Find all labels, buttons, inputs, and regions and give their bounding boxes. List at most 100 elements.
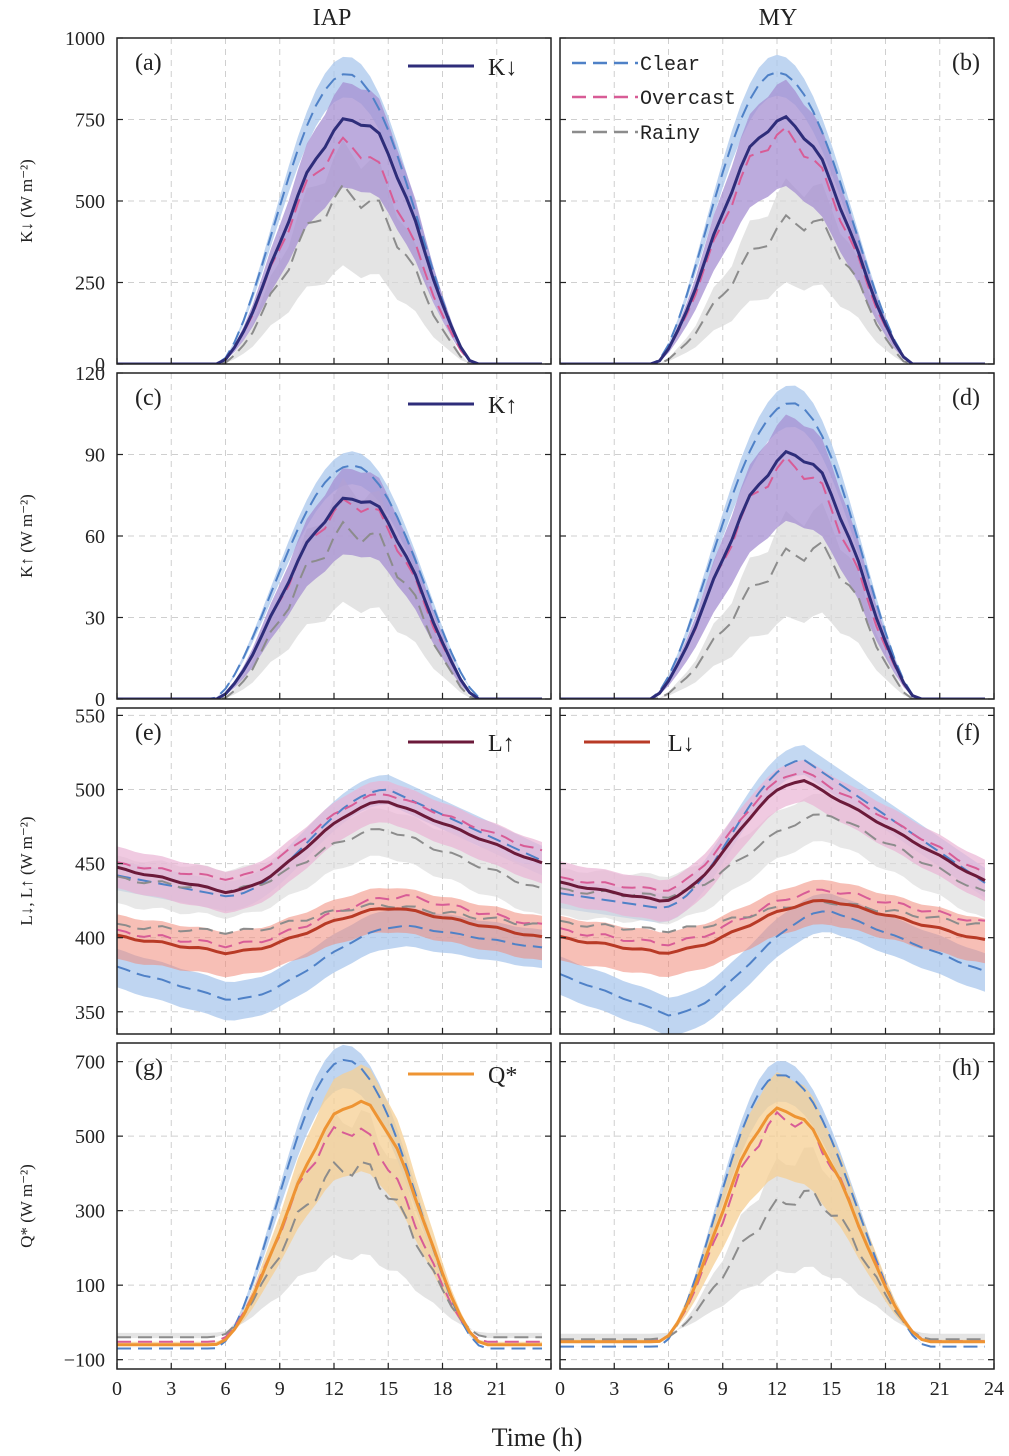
band-mean: [117, 82, 542, 364]
series-rainy: [117, 1160, 542, 1339]
y-tick-label: 60: [85, 526, 105, 548]
series-ldown: [560, 898, 986, 955]
y-tick-label: 400: [75, 928, 105, 950]
y-tick-label: 0: [95, 689, 105, 711]
series-lw-2: [117, 792, 543, 881]
x-axis-label: Time (h): [492, 1423, 583, 1452]
plot-area: [117, 38, 551, 364]
band-rainy: [560, 1147, 985, 1341]
legend-label-rainy: Rainy: [640, 123, 700, 146]
plot-area: [117, 373, 551, 699]
series-clear: [560, 71, 985, 364]
x-tick-label: 0: [112, 1378, 122, 1400]
x-tick-label: 18: [876, 1378, 896, 1400]
col-title-iap: IAP: [313, 5, 352, 31]
series-lw-3: [117, 894, 543, 949]
x-tick-label: 3: [166, 1378, 176, 1400]
series-lw-1: [117, 924, 543, 1001]
x-tick-label: 9: [275, 1378, 285, 1400]
y-tick-label: 700: [75, 1052, 105, 1074]
series-lw-2: [560, 770, 986, 892]
panel-label: (d): [952, 385, 980, 411]
y-tick-label: 0: [95, 354, 105, 376]
band-mean-lup: [560, 759, 985, 922]
panel-g: 700 500 300 100 −100 0 3 6 9 12 15 18 21 Q* (W m⁻²) (g…: [17, 1042, 552, 1400]
panel-b: (b): [559, 37, 995, 365]
panel-label: (c): [135, 385, 162, 411]
y-axis-label: K↑ (W m⁻²): [17, 494, 36, 578]
panel-a: 1000 750 500 250 0 K↓ (W m⁻²) (a): [17, 28, 552, 376]
x-tick-label: 6: [221, 1378, 231, 1400]
x-tick-label: 24: [984, 1378, 1004, 1400]
series-mean: [117, 496, 542, 699]
series-mean: [117, 117, 542, 364]
plot-area: [560, 38, 994, 364]
plot-area: [560, 708, 994, 1034]
band-mean: [560, 79, 985, 364]
series-mean: [560, 449, 985, 699]
series-lw-4: [117, 828, 543, 894]
series-lup: [560, 779, 986, 903]
band-mean: [117, 468, 542, 699]
series-rainy: [560, 213, 985, 364]
legend-label-qstar: Q*: [488, 1063, 517, 1089]
band-rainy: [117, 139, 542, 364]
y-tick-label: 500: [75, 780, 105, 802]
y-tick-label: 500: [75, 191, 105, 213]
legend-label-lup: L↑: [488, 731, 515, 757]
legend-label-clear: Clear: [640, 54, 700, 77]
y-tick-label: 300: [75, 1201, 105, 1223]
series-lw-1: [560, 910, 986, 1017]
panel-label: (e): [135, 720, 162, 746]
panel-c: 120 90 60 30 0 K↑ (W m⁻²) (c): [17, 363, 552, 711]
band-rainy: [117, 1110, 542, 1339]
panel-label: (h): [952, 1055, 980, 1081]
panel-d: (d): [559, 372, 995, 700]
y-tick-label: −100: [64, 1350, 105, 1372]
panel-label: (b): [952, 50, 980, 76]
legends: K↓ K↑ L↑ L↓ Q* Clear Overcast Rainy: [408, 54, 736, 1089]
x-tick-label: 12: [767, 1378, 787, 1400]
x-tick-label: 15: [378, 1378, 398, 1400]
y-tick-label: 1000: [65, 28, 105, 50]
series-rainy: [117, 520, 542, 699]
series-clear: [560, 402, 985, 699]
plot-area: [117, 1043, 551, 1369]
series-clear: [117, 1058, 542, 1350]
y-tick-label: 750: [75, 110, 105, 132]
series-lw-3: [560, 888, 986, 947]
col-title-my: MY: [759, 5, 798, 31]
x-tick-label: 0: [555, 1378, 565, 1400]
panel-label: (f): [956, 720, 980, 746]
x-tick-label: 21: [487, 1378, 507, 1400]
panel-label: (g): [135, 1055, 163, 1081]
y-tick-label: 120: [75, 363, 105, 385]
y-axis-label: L↓, L↑ (W m⁻²): [17, 816, 36, 925]
x-tick-label: 15: [821, 1378, 841, 1400]
legend-label-ldown: L↓: [668, 731, 695, 757]
series-mean: [117, 1099, 542, 1347]
y-tick-label: 250: [75, 273, 105, 295]
y-axis-label: Q* (W m⁻²): [17, 1164, 36, 1248]
series-mean: [560, 1106, 985, 1344]
y-tick-label: 550: [75, 705, 105, 727]
x-tick-label: 9: [718, 1378, 728, 1400]
panel-f: (f): [559, 707, 995, 1035]
series-lw-5: [560, 899, 986, 934]
series-clear: [117, 464, 542, 699]
panel-h: 0 3 6 9 12 15 18 21 24 (h): [555, 1042, 1004, 1400]
panel-e: 550 500 450 400 350 L↓, L↑ (W m⁻²) (e): [17, 705, 552, 1035]
plot-area: [560, 373, 994, 699]
plot-area: [560, 1043, 994, 1369]
panel-label: (a): [135, 50, 162, 76]
y-tick-label: 350: [75, 1002, 105, 1024]
x-tick-label: 6: [664, 1378, 674, 1400]
plot-area: [117, 708, 551, 1034]
band-mean-ldown: [117, 888, 542, 978]
series-lw-5: [117, 902, 543, 935]
y-tick-label: 30: [85, 608, 105, 630]
x-tick-label: 21: [930, 1378, 950, 1400]
x-tick-label: 12: [324, 1378, 344, 1400]
legend-label-overcast: Overcast: [640, 88, 736, 111]
